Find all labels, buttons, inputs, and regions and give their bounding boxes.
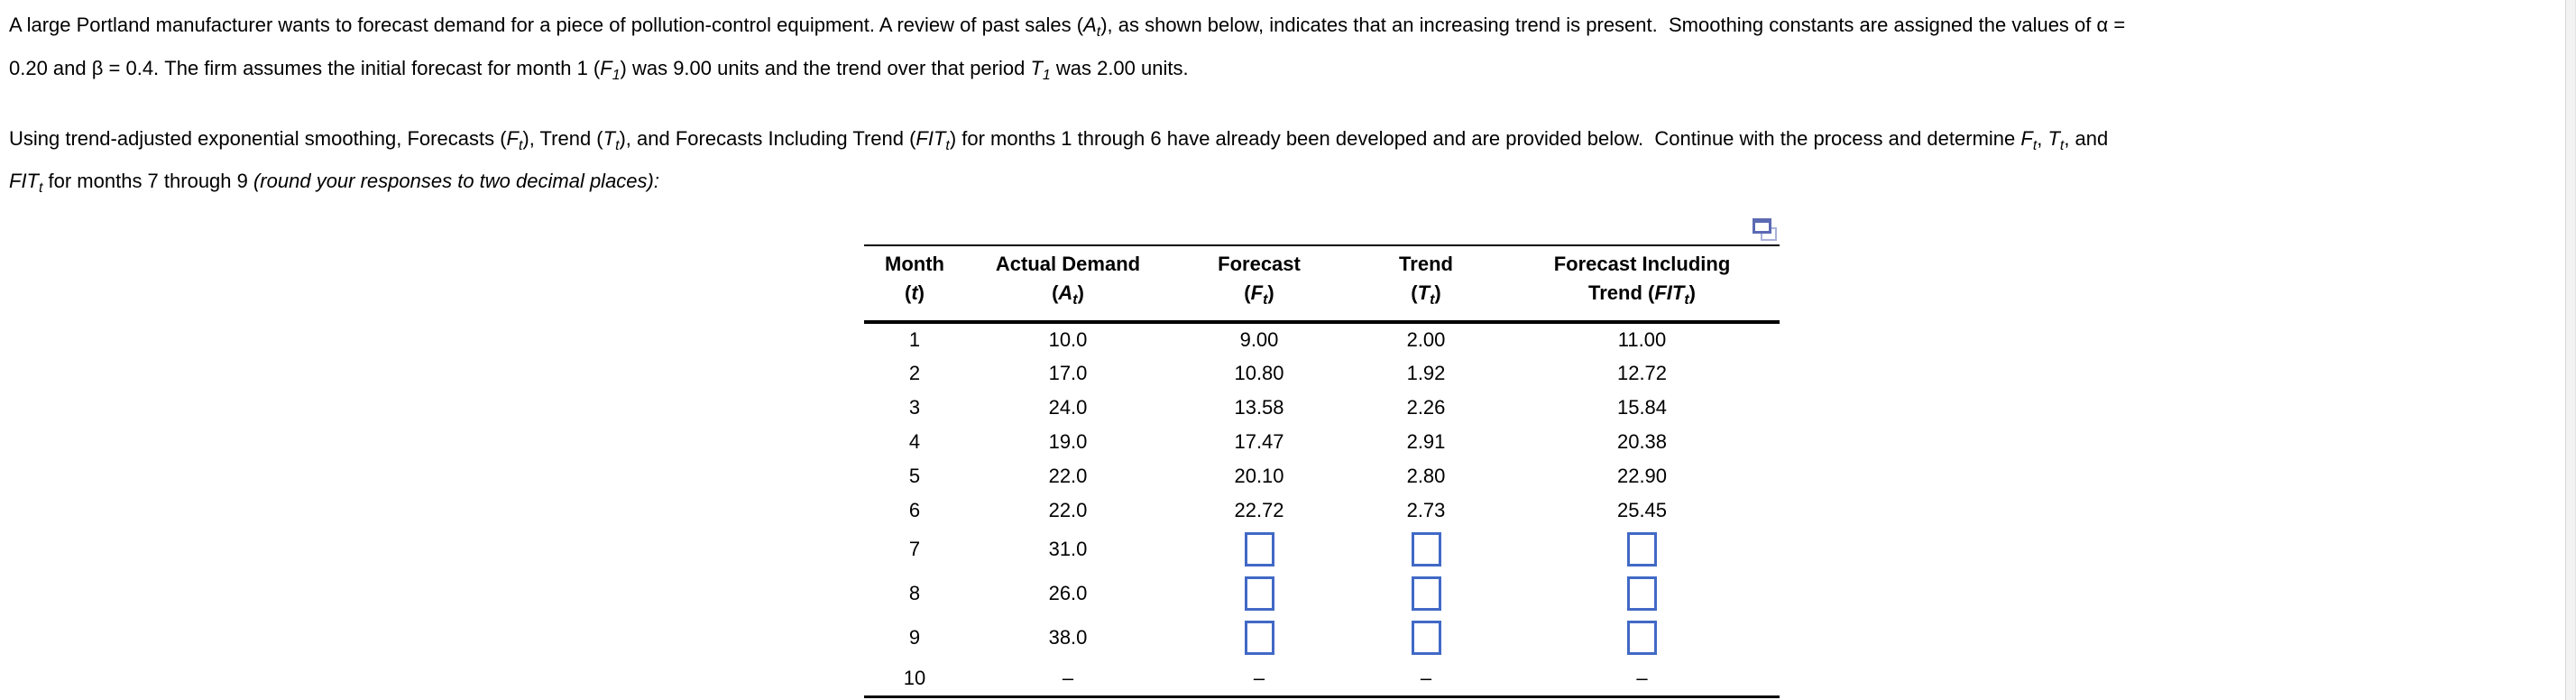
fit-cell: – bbox=[1636, 666, 1648, 689]
column-header-fit: Forecast Including Trend (FITt) bbox=[1504, 245, 1780, 324]
month-cell: 8 bbox=[908, 582, 921, 605]
month-cell: 2 bbox=[908, 361, 921, 384]
actual-cell: – bbox=[1062, 666, 1074, 689]
vertical-scrollbar-track[interactable] bbox=[2565, 0, 2576, 700]
trend-cell: 2.26 bbox=[1406, 395, 1446, 419]
forecast-table: Month (t) Actual Demand (At) Forecast (Ft) Tre… bbox=[864, 244, 1780, 699]
actual-cell: 17.0 bbox=[1048, 361, 1088, 384]
fit-input-month-8[interactable] bbox=[1627, 576, 1657, 612]
month-cell: 1 bbox=[908, 327, 921, 351]
month-cell: 4 bbox=[908, 429, 921, 453]
month-cell: 9 bbox=[908, 626, 921, 649]
forecast-input-month-7[interactable] bbox=[1244, 532, 1274, 567]
fit-cell: 11.00 bbox=[1617, 327, 1667, 351]
trend-input-month-9[interactable] bbox=[1411, 621, 1441, 656]
table-header-row: Month (t) Actual Demand (At) Forecast (Ft) Tre… bbox=[864, 245, 1780, 324]
actual-cell: 22.0 bbox=[1048, 498, 1088, 521]
problem-statement-paragraph-2: Using trend-adjusted exponential smoothi… bbox=[9, 121, 2535, 207]
actual-cell: 19.0 bbox=[1048, 429, 1088, 453]
trend-cell: 1.92 bbox=[1406, 361, 1446, 384]
popup-icon-front-square bbox=[1753, 218, 1771, 234]
forecast-input-month-8[interactable] bbox=[1244, 576, 1274, 612]
trend-cell bbox=[1348, 572, 1504, 616]
column-header-actual: Actual Demand (At) bbox=[965, 245, 1171, 324]
forecast-cell: 22.72 bbox=[1234, 498, 1284, 521]
table-area: Month (t) Actual Demand (At) Forecast (Ft) Tre… bbox=[864, 216, 1780, 699]
forecast-cell bbox=[1171, 572, 1348, 616]
fit-cell: 12.72 bbox=[1616, 361, 1668, 384]
month-cell: 5 bbox=[908, 464, 921, 487]
table-row-month-8: 8 26.0 bbox=[864, 572, 1780, 616]
text-line: 0.20 and β = 0.4. The firm assumes the i… bbox=[9, 56, 1189, 83]
table-body: 1 10.0 9.00 2.00 11.00 2 17.0 10.80 1.92 12.72 3 24… bbox=[864, 322, 1780, 697]
forecast-cell: – bbox=[1253, 666, 1265, 689]
fit-cell: 25.45 bbox=[1616, 498, 1668, 521]
table-row-month-4: 4 19.0 17.47 2.91 20.38 bbox=[864, 425, 1780, 459]
fit-cell: 15.84 bbox=[1616, 395, 1668, 419]
forecast-cell bbox=[1171, 528, 1348, 572]
column-header-trend: Trend (Tt) bbox=[1348, 245, 1504, 324]
fit-input-month-9[interactable] bbox=[1627, 621, 1657, 656]
fit-cell: 20.38 bbox=[1616, 429, 1668, 453]
forecast-cell: 20.10 bbox=[1234, 464, 1284, 487]
fit-cell bbox=[1504, 572, 1780, 616]
actual-cell: 31.0 bbox=[1048, 538, 1088, 561]
trend-cell: 2.00 bbox=[1406, 327, 1446, 351]
text-line: FITt for months 7 through 9 (round your … bbox=[9, 170, 659, 196]
table-row-month-10: 10 – – – – bbox=[864, 660, 1780, 697]
forecast-cell bbox=[1171, 616, 1348, 660]
trend-cell: – bbox=[1420, 666, 1432, 689]
actual-cell: 10.0 bbox=[1048, 327, 1088, 351]
table-row-month-3: 3 24.0 13.58 2.26 15.84 bbox=[864, 391, 1780, 425]
trend-cell bbox=[1348, 616, 1504, 660]
actual-cell: 24.0 bbox=[1048, 395, 1088, 419]
trend-input-month-8[interactable] bbox=[1411, 576, 1441, 612]
table-row-month-2: 2 17.0 10.80 1.92 12.72 bbox=[864, 356, 1780, 391]
table-row-month-7: 7 31.0 bbox=[864, 528, 1780, 572]
fit-input-month-7[interactable] bbox=[1627, 532, 1657, 567]
actual-cell: 26.0 bbox=[1048, 582, 1088, 605]
forecast-cell: 10.80 bbox=[1234, 361, 1284, 384]
month-cell: 7 bbox=[908, 538, 921, 561]
text-line: Using trend-adjusted exponential smoothi… bbox=[9, 126, 2109, 153]
table-row-month-1: 1 10.0 9.00 2.00 11.00 bbox=[864, 322, 1780, 356]
month-cell: 3 bbox=[908, 395, 921, 419]
month-cell: 10 bbox=[903, 666, 926, 689]
forecast-cell: 13.58 bbox=[1234, 395, 1284, 419]
fit-cell bbox=[1504, 528, 1780, 572]
forecast-cell: 17.47 bbox=[1234, 429, 1284, 453]
actual-cell: 22.0 bbox=[1048, 464, 1088, 487]
text-line: A large Portland manufacturer wants to f… bbox=[9, 14, 2126, 40]
forecast-cell: 9.00 bbox=[1239, 327, 1279, 351]
trend-input-month-7[interactable] bbox=[1411, 532, 1441, 567]
table-toolbar bbox=[864, 216, 1780, 244]
trend-cell: 2.73 bbox=[1406, 498, 1446, 521]
month-cell: 6 bbox=[908, 498, 921, 521]
table-row-month-5: 5 22.0 20.10 2.80 22.90 bbox=[864, 459, 1780, 493]
problem-statement-paragraph-1: A large Portland manufacturer wants to f… bbox=[9, 7, 2535, 94]
forecast-input-month-9[interactable] bbox=[1244, 621, 1274, 656]
column-header-month: Month (t) bbox=[864, 245, 965, 324]
trend-cell bbox=[1348, 528, 1504, 572]
trend-cell: 2.91 bbox=[1406, 429, 1446, 453]
popup-window-icon[interactable] bbox=[1751, 216, 1778, 243]
fit-cell bbox=[1504, 616, 1780, 660]
table-row-month-9: 9 38.0 bbox=[864, 616, 1780, 660]
table-row-month-6: 6 22.0 22.72 2.73 25.45 bbox=[864, 493, 1780, 528]
column-header-forecast: Forecast (Ft) bbox=[1171, 245, 1348, 324]
actual-cell: 38.0 bbox=[1048, 626, 1088, 649]
trend-cell: 2.80 bbox=[1406, 464, 1446, 487]
fit-cell: 22.90 bbox=[1616, 464, 1668, 487]
